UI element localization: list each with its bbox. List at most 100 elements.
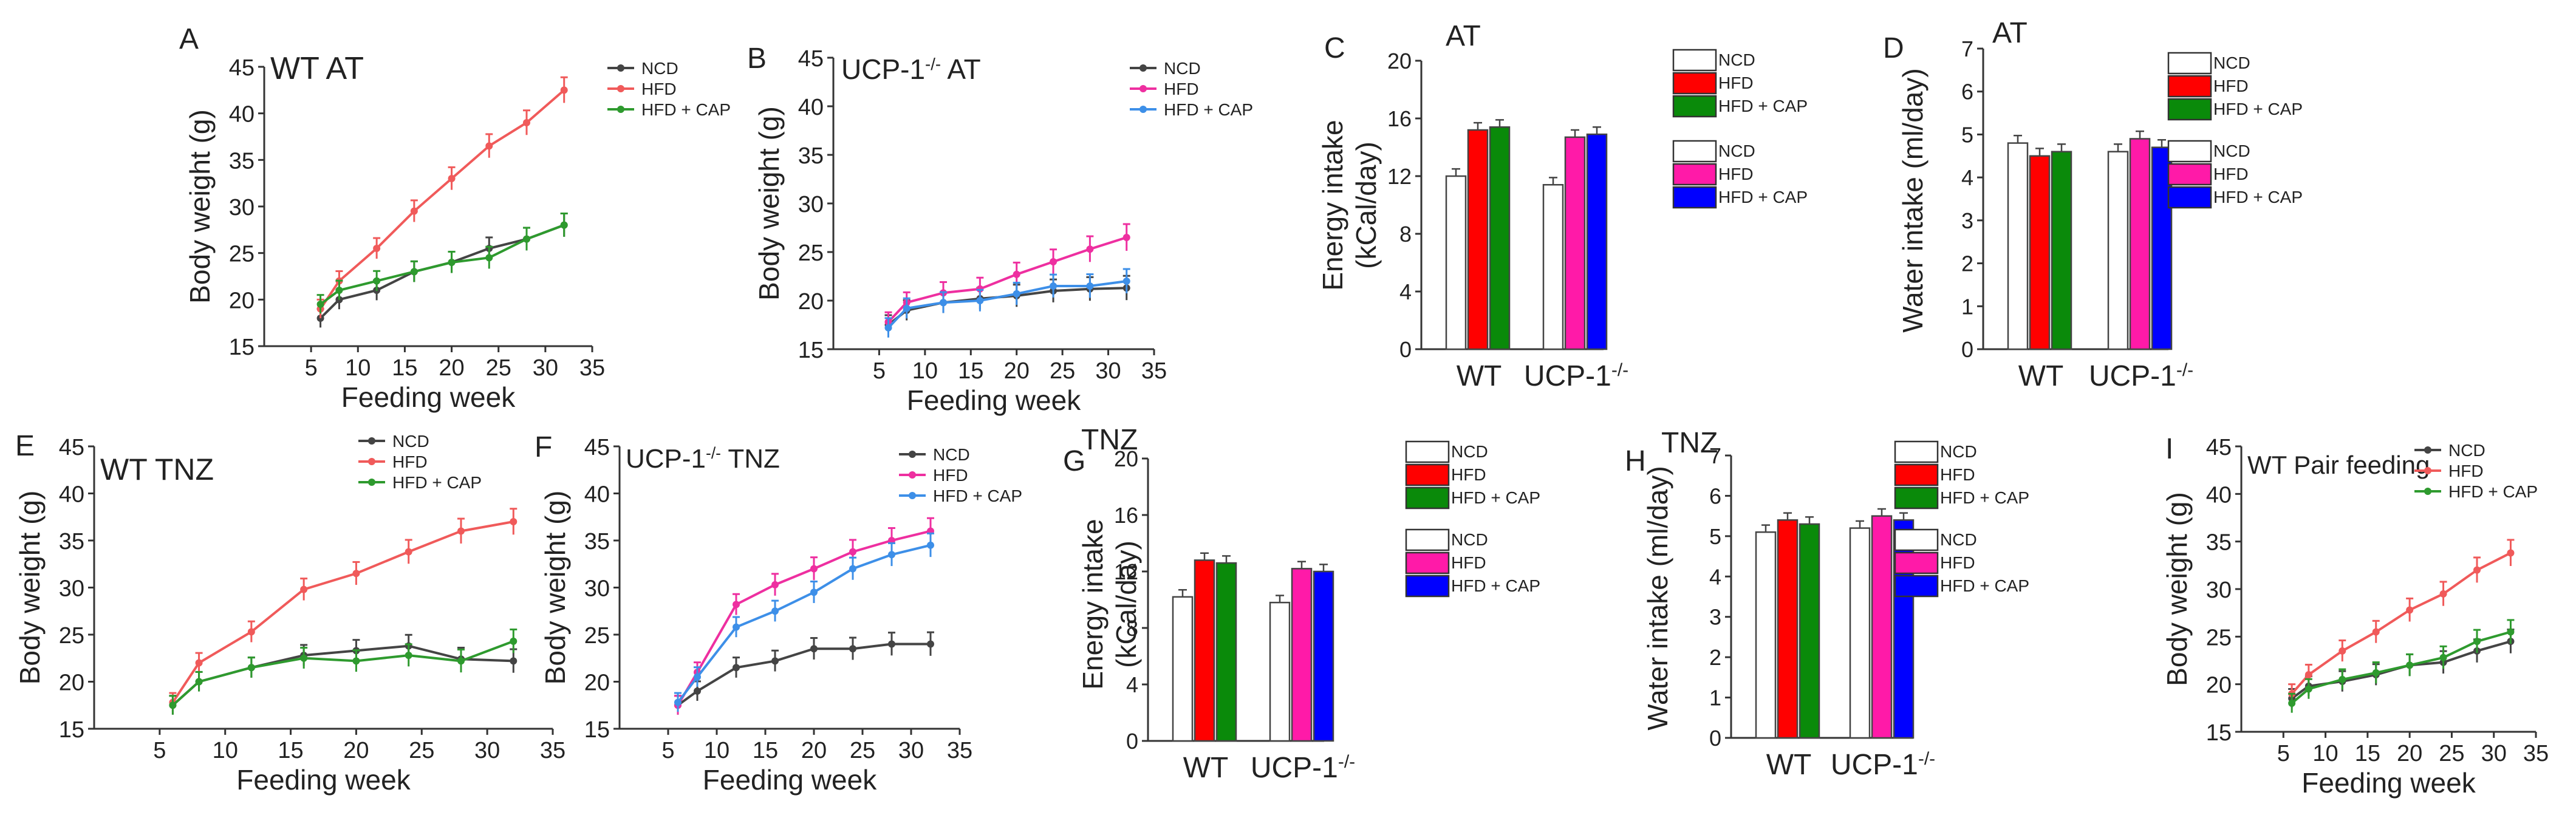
- y-tick-label: 7: [1961, 36, 1973, 61]
- legend-marker: [2424, 488, 2431, 495]
- legend-swatch: [1894, 551, 1939, 575]
- data-point: [300, 654, 308, 662]
- legend-label: HFD + CAP: [2213, 188, 2303, 206]
- series-hfd-cap: [674, 532, 934, 712]
- y-axis-label: Body weight (g): [539, 491, 571, 685]
- x-tick-label: 15: [958, 358, 983, 384]
- legend-label: NCD: [392, 432, 429, 451]
- y-tick-label: 40: [798, 95, 824, 120]
- y-tick-label: 12: [1387, 164, 1412, 189]
- y-axis-label: Energy intake: [1317, 120, 1348, 290]
- category-label-text: WT: [1183, 752, 1229, 784]
- data-point: [169, 701, 177, 709]
- legend-swatch: [1405, 440, 1450, 463]
- legend-box: NCD HFD HFD + CAP: [1894, 528, 2029, 598]
- category-label-text: UCP-1: [1524, 360, 1611, 392]
- y-axis-label-units: (kCal/day): [1110, 540, 1142, 668]
- data-point: [352, 570, 360, 578]
- x-tick-label: 10: [912, 358, 938, 384]
- data-point: [771, 581, 779, 588]
- legend-label: HFD + CAP: [1451, 576, 1540, 595]
- x-tick-label: 35: [540, 738, 565, 763]
- legend-marker: [368, 458, 375, 465]
- data-point: [300, 585, 308, 593]
- legend-swatch: [1405, 551, 1450, 575]
- data-point: [771, 657, 779, 665]
- legend-marker: [2424, 446, 2431, 454]
- legend-entry: HFD + CAP: [358, 473, 482, 492]
- legend-swatch: [2167, 52, 2212, 75]
- category-label-superscript: -/-: [1338, 752, 1355, 772]
- bar: [1172, 596, 1194, 742]
- y-tick-label: 15: [584, 717, 610, 743]
- data-point: [1050, 282, 1057, 290]
- y-axis-label: Body weight (g): [753, 106, 785, 301]
- panel-title-text: WT TNZ: [100, 452, 214, 486]
- x-axis-label: Feeding week: [907, 384, 1081, 416]
- legend-label: NCD: [1718, 142, 1755, 160]
- category-label-superscript: -/-: [2176, 360, 2193, 380]
- y-tick-label: 20: [59, 670, 84, 696]
- legend-marker: [617, 85, 624, 92]
- data-point: [927, 541, 934, 549]
- data-point: [674, 698, 682, 706]
- series-line: [677, 544, 931, 703]
- x-tick-label: 15: [2355, 741, 2380, 766]
- data-point: [2339, 647, 2346, 655]
- legend-swatch: [1894, 528, 1939, 551]
- legend-label: HFD + CAP: [1940, 576, 2029, 595]
- bar: [1467, 129, 1489, 350]
- y-tick-label: 40: [584, 482, 610, 508]
- series-line: [2291, 630, 2511, 704]
- bar: [1586, 133, 1608, 350]
- data-point: [2339, 675, 2346, 683]
- data-point: [694, 673, 701, 681]
- panel-h-water-intake-tnz: H TNZ 0 1 2 3 4 5 6 7 Water intake (ml/day) WT UCP-1…: [1625, 427, 2029, 781]
- data-point: [448, 175, 456, 182]
- legend-box: NCD HFD HFD + CAP: [1672, 140, 1808, 209]
- y-tick-label: 35: [229, 148, 255, 174]
- bar: [1291, 568, 1313, 742]
- y-tick-label: 45: [798, 46, 824, 72]
- y-tick-label: 20: [798, 289, 824, 315]
- panel-title: UCP-1-/- TNZ: [626, 444, 780, 474]
- x-tick-label: 30: [1095, 358, 1121, 384]
- panel-title: UCP-1-/- AT: [841, 53, 981, 85]
- y-tick-label: 25: [229, 242, 255, 267]
- legend-marker: [617, 64, 624, 72]
- data-point: [2372, 628, 2380, 636]
- bar: [1755, 531, 1777, 739]
- data-point: [733, 664, 740, 672]
- legend-swatch: [1894, 486, 1939, 510]
- legend-entry: HFD + CAP: [2414, 482, 2538, 501]
- data-point: [810, 645, 818, 653]
- y-tick-label: 25: [798, 240, 824, 266]
- data-point: [410, 268, 418, 276]
- data-point: [247, 664, 255, 672]
- bar-group-ucp-1: [1269, 561, 1334, 742]
- legend-entry: NCD: [899, 445, 970, 464]
- legend-entry: HFD + CAP: [607, 100, 731, 119]
- legend-swatch: [1405, 486, 1450, 510]
- bar-group-wt: [1755, 512, 1820, 739]
- panel-i-weight-wt-pair-feeding: I WT Pair feeding 15 20 25 30 35 40 45 5 10 15 20 25 3…: [2161, 433, 2549, 799]
- series-hfd-cap: [884, 268, 1130, 338]
- data-point: [485, 254, 493, 262]
- x-tick-label: 25: [2439, 741, 2464, 766]
- legend-label: HFD: [1718, 165, 1754, 183]
- legend-swatch: [2167, 163, 2212, 186]
- bar-group-wt: [2007, 134, 2072, 350]
- x-axis-label: Feeding week: [341, 381, 516, 413]
- legend-label: HFD: [933, 466, 968, 485]
- series-ncd: [316, 213, 568, 328]
- legend-swatch: [2167, 98, 2212, 121]
- bar: [1777, 519, 1799, 739]
- y-tick-label: 15: [798, 338, 824, 363]
- data-point: [888, 640, 895, 648]
- legend-swatch: [1894, 440, 1939, 463]
- legend-marker: [1139, 106, 1147, 113]
- panel-letter: F: [535, 431, 552, 463]
- panel-title-superscript: -/-: [706, 444, 721, 462]
- y-tick-label: 35: [59, 529, 84, 554]
- y-tick-label: 8: [1399, 222, 1412, 247]
